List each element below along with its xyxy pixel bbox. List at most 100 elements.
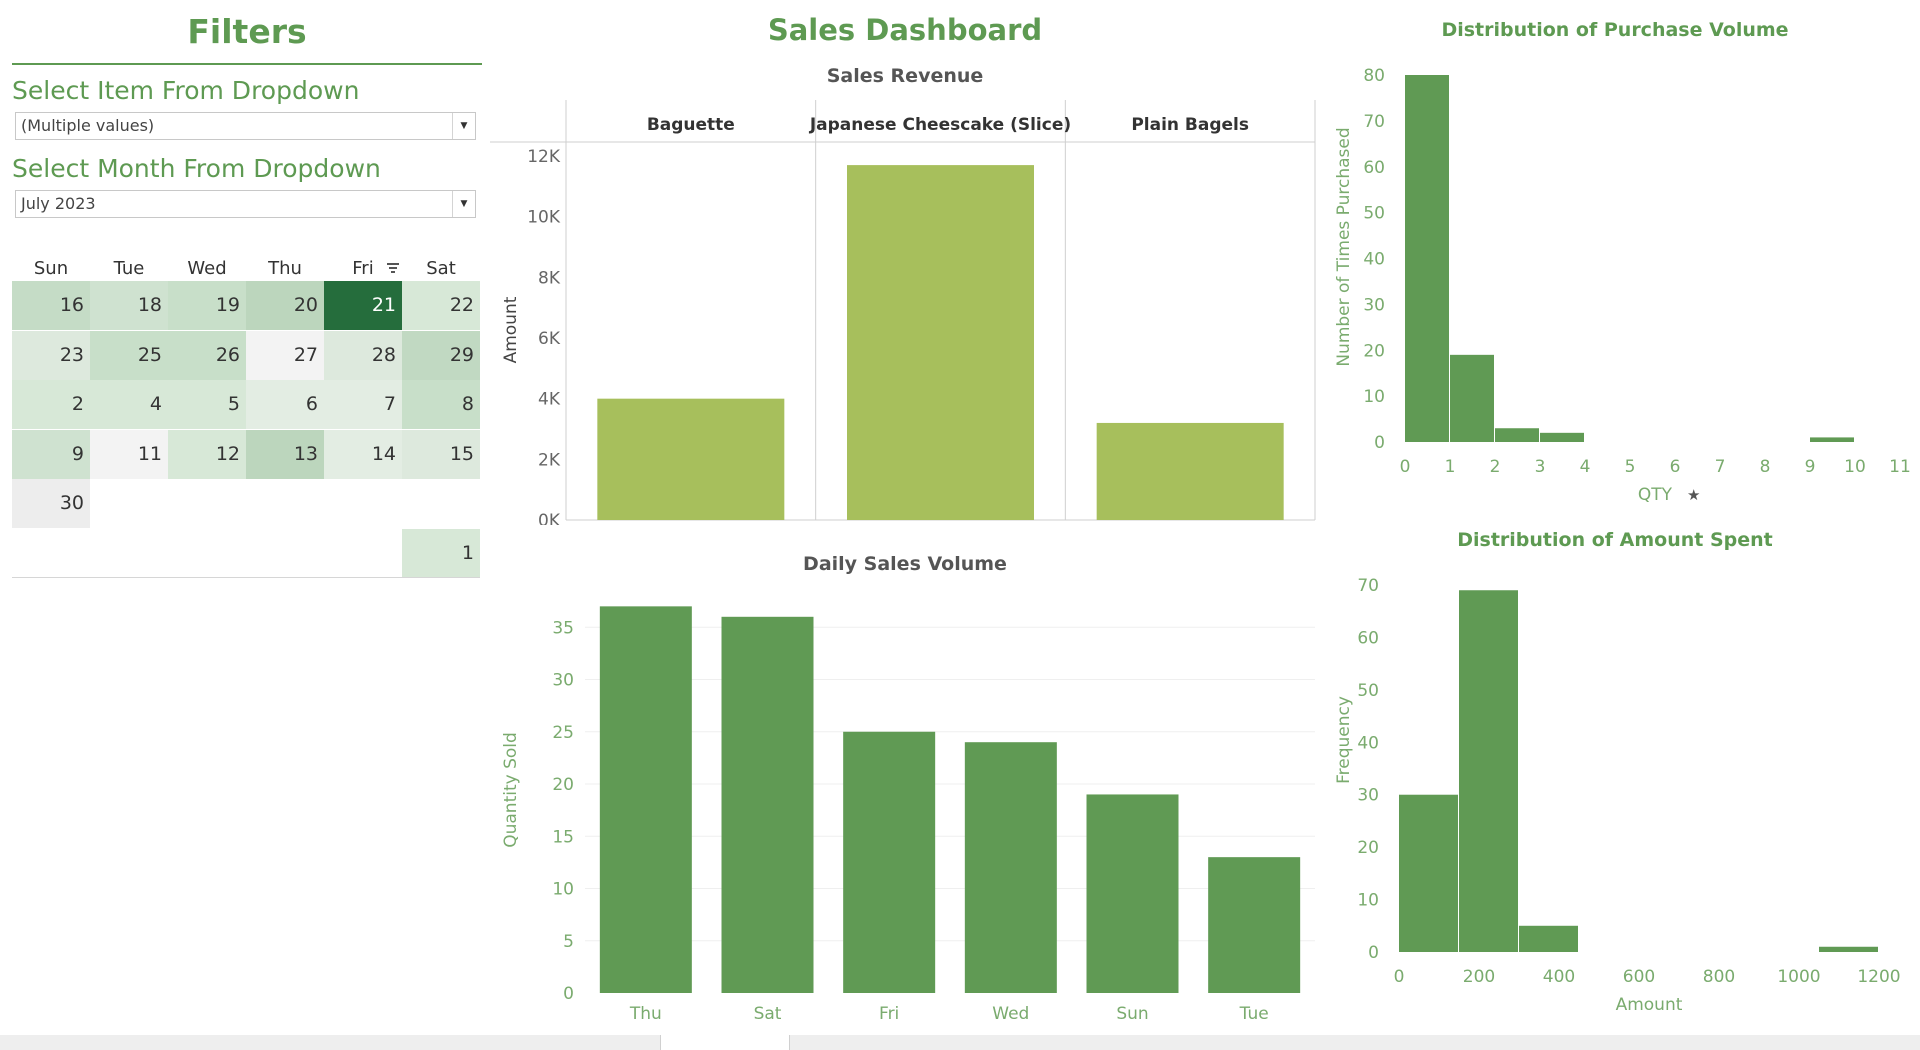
pin-icon: ★	[1687, 486, 1700, 504]
calendar-day-cell[interactable]: 15	[402, 430, 480, 479]
chevron-down-icon[interactable]: ▼	[452, 191, 475, 217]
y-tick-label: 6K	[538, 329, 561, 349]
calendar-day-cell[interactable]: 14	[324, 430, 402, 479]
daily-sales-title: Daily Sales Volume	[700, 553, 1110, 575]
calendar-day-cell[interactable]: 9	[12, 430, 90, 479]
x-tick-label: 1000	[1777, 967, 1820, 987]
calendar-header: Tue	[90, 258, 168, 279]
revenue-bar	[597, 399, 784, 520]
x-tick-label: 200	[1463, 967, 1495, 987]
filters-divider	[12, 63, 482, 65]
histogram-bar	[1459, 590, 1518, 952]
x-tick-label: 0	[1400, 457, 1411, 477]
histogram-bar	[1819, 947, 1878, 952]
y-tick-label: 50	[1363, 204, 1385, 224]
y-tick-label: 50	[1357, 681, 1379, 701]
calendar-day-cell[interactable]: 8	[402, 380, 480, 429]
calendar-header: Sat	[402, 258, 480, 279]
y-tick-label: 40	[1357, 733, 1379, 753]
calendar-day-cell[interactable]: 22	[402, 281, 480, 330]
x-tick-label: 11	[1889, 457, 1911, 477]
y-tick-label: 70	[1363, 112, 1385, 132]
daily-bar	[965, 742, 1057, 993]
y-tick-label: 4K	[538, 390, 561, 410]
revenue-bar	[1097, 423, 1284, 520]
calendar-day-cell[interactable]: 30	[12, 479, 90, 528]
chevron-down-icon[interactable]: ▼	[452, 113, 475, 139]
y-tick-label: 0	[1368, 943, 1379, 963]
x-tick-label: 2	[1490, 457, 1501, 477]
y-axis-label: Number of Times Purchased	[1334, 127, 1354, 366]
histogram-bar	[1405, 75, 1449, 442]
calendar-day-cell[interactable]: 25	[90, 331, 168, 380]
calendar-day-cell[interactable]: 12	[168, 430, 246, 479]
histogram-bar	[1540, 433, 1584, 442]
calendar-day-cell[interactable]: 11	[90, 430, 168, 479]
y-tick-label: 30	[1363, 295, 1385, 315]
facet-header: Plain Bagels	[1131, 115, 1249, 135]
month-filter-label: Select Month From Dropdown	[12, 154, 381, 183]
y-tick-label: 15	[552, 827, 574, 847]
y-tick-label: 40	[1363, 250, 1385, 270]
sheet-tab-active[interactable]	[660, 1035, 790, 1050]
x-tick-label: Tue	[1239, 1004, 1269, 1024]
x-tick-label: Sat	[754, 1004, 782, 1024]
y-tick-label: 2K	[538, 450, 561, 470]
y-tick-label: 80	[1363, 66, 1385, 86]
x-tick-label: Thu	[629, 1004, 662, 1024]
x-tick-label: 800	[1703, 967, 1735, 987]
calendar-day-cell[interactable]: 16	[12, 281, 90, 330]
calendar-day-cell[interactable]: 23	[12, 331, 90, 380]
calendar-day-cell[interactable]: 21	[324, 281, 402, 330]
y-tick-label: 12K	[527, 147, 561, 167]
x-tick-label: 10	[1844, 457, 1866, 477]
daily-bar	[1087, 794, 1179, 993]
y-tick-label: 8K	[538, 268, 561, 288]
item-dropdown[interactable]: (Multiple values) ▼	[15, 112, 476, 140]
calendar-day-cell[interactable]: 18	[90, 281, 168, 330]
histogram-bar	[1519, 926, 1578, 952]
y-tick-label: 10	[1363, 387, 1385, 407]
histogram-bar	[1810, 437, 1854, 442]
y-tick-label: 10K	[527, 208, 561, 228]
daily-bar	[1208, 857, 1300, 993]
x-tick-label: 8	[1760, 457, 1771, 477]
calendar-day-cell[interactable]: 28	[324, 331, 402, 380]
y-tick-label: 0	[563, 984, 574, 1004]
calendar-day-cell[interactable]: 29	[402, 331, 480, 380]
calendar-day-cell[interactable]: 7	[324, 380, 402, 429]
amount-spent-title: Distribution of Amount Spent	[1370, 529, 1860, 551]
calendar-day-cell[interactable]: 20	[246, 281, 324, 330]
month-dropdown[interactable]: July 2023 ▼	[15, 190, 476, 218]
y-tick-label: 60	[1357, 628, 1379, 648]
calendar-day-cell[interactable]: 13	[246, 430, 324, 479]
dashboard-title: Sales Dashboard	[700, 13, 1110, 47]
y-tick-label: 30	[552, 671, 574, 691]
sheet-tabs-bar	[0, 1035, 1920, 1050]
item-dropdown-value: (Multiple values)	[21, 116, 154, 135]
revenue-bar	[847, 165, 1034, 520]
facet-header: Baguette	[647, 115, 735, 135]
calendar-day-cell[interactable]: 2	[12, 380, 90, 429]
sales-revenue-title: Sales Revenue	[700, 65, 1110, 87]
calendar-day-cell[interactable]: 5	[168, 380, 246, 429]
facet-header: Japanese Cheescake (Slice)	[809, 115, 1071, 135]
calendar-day-cell[interactable]: 27	[246, 331, 324, 380]
filters-title: Filters	[12, 12, 482, 51]
purchase-volume-title: Distribution of Purchase Volume	[1370, 19, 1860, 41]
y-tick-label: 25	[552, 723, 574, 743]
calendar-header: Wed	[168, 258, 246, 279]
y-tick-label: 0	[1374, 433, 1385, 453]
calendar-bottom-rule	[12, 577, 480, 578]
calendar-day-cell[interactable]: 6	[246, 380, 324, 429]
x-tick-label: 5	[1625, 457, 1636, 477]
calendar-day-cell[interactable]: 4	[90, 380, 168, 429]
x-tick-label: 7	[1715, 457, 1726, 477]
x-tick-label: 3	[1535, 457, 1546, 477]
y-tick-label: 20	[552, 775, 574, 795]
calendar-day-cell[interactable]: 1	[402, 529, 480, 578]
sort-icon[interactable]	[386, 262, 400, 274]
x-tick-label: 1	[1445, 457, 1456, 477]
calendar-day-cell[interactable]: 26	[168, 331, 246, 380]
calendar-day-cell[interactable]: 19	[168, 281, 246, 330]
